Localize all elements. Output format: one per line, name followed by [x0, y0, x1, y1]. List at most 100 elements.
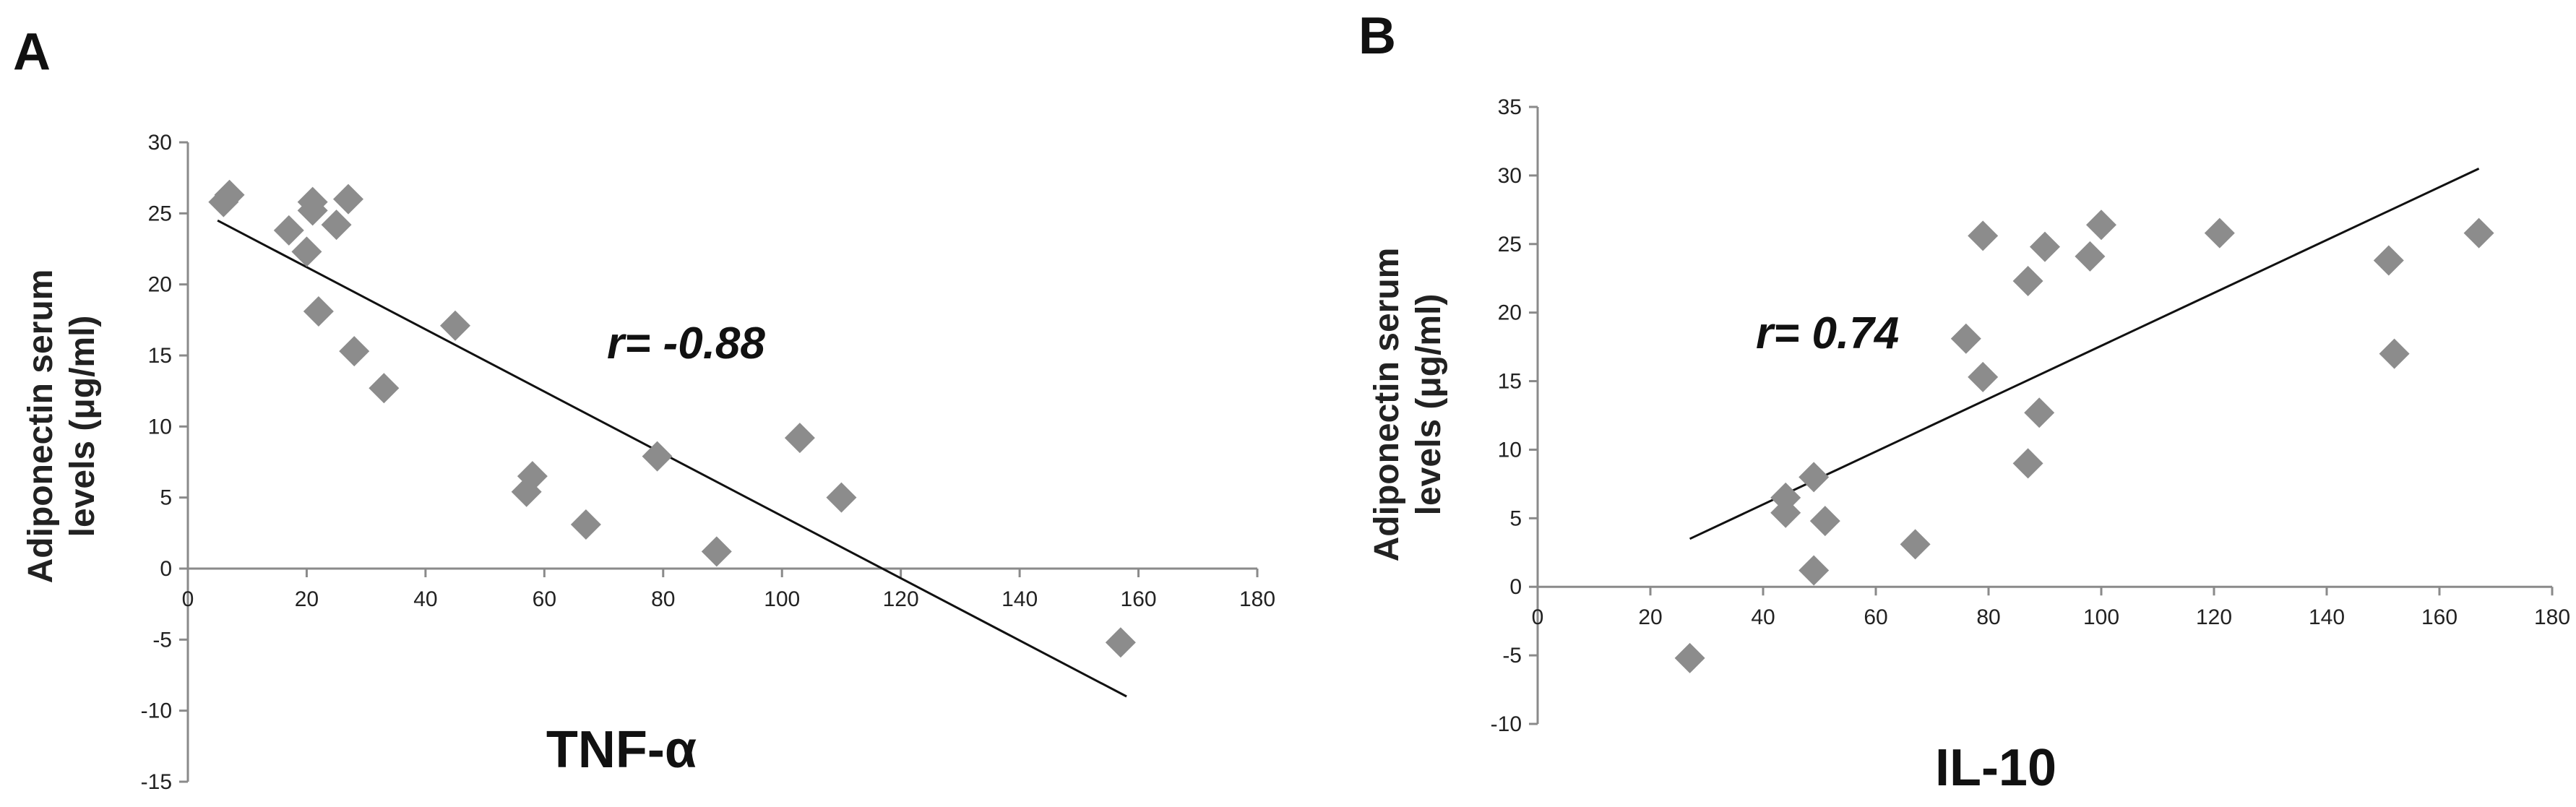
panel-b-data-point — [2204, 217, 2235, 249]
panel-b-y-label-line-2: levels (μg/ml) — [1410, 294, 1448, 516]
panel-b-data-point — [1674, 642, 1705, 673]
panel-b-letter: B — [1358, 7, 1396, 65]
panel-a-data-point — [784, 423, 815, 454]
panel-b-x-tick-label: 100 — [2083, 605, 2119, 629]
panel-a-y-tick-label: -15 — [141, 770, 172, 794]
panel-b-y-tick-label: 0 — [1509, 575, 1522, 599]
panel-a-x-tick-label: 120 — [883, 587, 919, 611]
panel-a-y-tick-label: 30 — [148, 131, 172, 155]
panel-a-y-tick-label: -5 — [152, 628, 172, 652]
panel-b-data-point — [1770, 482, 1801, 513]
panel-b-data-point — [1799, 555, 1830, 586]
panel-a-y-axis-label: Adiponectin serum levels (μg/ml) — [22, 269, 102, 584]
panel-a-x-ticks: 0 20 40 60 80 100 120 140 160 180 — [182, 569, 1275, 611]
panel-a-x-axis-label: TNF-α — [546, 721, 697, 779]
panel-a-y-tick-label: 15 — [148, 344, 172, 368]
panel-a-y-tick-label: 25 — [148, 202, 172, 225]
panel-a-points — [208, 179, 1136, 658]
panel-b-y-tick-label: -10 — [1491, 712, 1522, 736]
panel-b-y-tick-label: 25 — [1498, 233, 1522, 256]
panel-b-x-axis-label: IL-10 — [1935, 739, 2056, 797]
panel-a-x-tick-label: 160 — [1121, 587, 1157, 611]
panel-b-data-point — [2012, 266, 2043, 297]
panel-b-y-tick-label: -5 — [1502, 644, 1522, 668]
panel-a-data-point — [570, 509, 601, 540]
panel-b-data-point — [1968, 361, 1999, 392]
panel-b-points — [1674, 210, 2494, 673]
panel-b-data-point — [1968, 220, 1999, 251]
panel-b-x-tick-label: 140 — [2309, 605, 2345, 629]
panel-a-x-tick-label: 20 — [295, 587, 319, 611]
panel-b-x-tick-label: 0 — [1532, 605, 1544, 629]
panel-a-x-tick-label: 0 — [182, 587, 194, 611]
panel-b-data-point — [1950, 323, 1981, 354]
panel-a-y-label-line-1: Adiponectin serum — [22, 269, 60, 584]
panel-a-data-point — [826, 482, 857, 513]
panel-a-data-point — [642, 441, 673, 472]
panel-a-data-point — [339, 336, 370, 367]
panel-a-data-point — [440, 310, 470, 341]
panel-b-y-label-line-1: Adiponectin serum — [1368, 248, 1406, 562]
panel-a-correlation: r= -0.88 — [607, 319, 765, 368]
panel-b-y-axis-label: Adiponectin serum levels (μg/ml) — [1368, 248, 1448, 562]
panel-a-x-tick-label: 180 — [1239, 587, 1275, 611]
panel-b-x-tick-label: 180 — [2534, 605, 2570, 629]
panel-a-x-tick-label: 100 — [764, 587, 800, 611]
panel-a-y-ticks: 30 25 20 15 10 5 0 -5 -10 -15 — [141, 131, 188, 794]
panel-b-x-tick-label: 120 — [2196, 605, 2232, 629]
panel-b-data-point — [2075, 241, 2106, 272]
panel-b-data-point — [1900, 529, 1931, 560]
panel-b-chart: B Adiponectin serum levels (μg/ml) 35 30 2… — [1358, 7, 2570, 797]
panel-a-x-tick-label: 60 — [533, 587, 556, 611]
panel-a-letter: A — [13, 23, 51, 81]
panel-b-data-point — [2373, 245, 2404, 276]
panel-b-y-tick-label: 5 — [1509, 506, 1522, 530]
panel-a-y-tick-label: 5 — [160, 486, 172, 510]
panel-b-data-point — [2012, 448, 2043, 479]
panel-a-axes — [186, 142, 1257, 782]
panel-b-data-point — [1809, 506, 1840, 537]
panel-a-x-tick-label: 80 — [651, 587, 675, 611]
panel-a-y-tick-label: 0 — [160, 557, 172, 581]
panel-b-y-tick-label: 30 — [1498, 164, 1522, 188]
panel-a-trendline — [217, 219, 1127, 698]
panel-a-data-point — [333, 184, 363, 215]
panel-b-y-tick-label: 20 — [1498, 301, 1522, 325]
panel-b-data-point — [1799, 462, 1830, 493]
panel-a-data-point — [321, 210, 352, 241]
panel-b-x-tick-label: 40 — [1751, 605, 1775, 629]
panel-b-x-tick-label: 80 — [1976, 605, 2000, 629]
panel-b-x-tick-label: 20 — [1638, 605, 1662, 629]
panel-a-x-tick-label: 40 — [413, 587, 437, 611]
panel-a-data-point — [291, 236, 322, 267]
panel-a-y-label-line-2: levels (μg/ml) — [64, 316, 102, 538]
panel-a-data-point — [214, 179, 245, 210]
panel-b-y-tick-label: 35 — [1498, 95, 1522, 119]
panel-a-data-point — [273, 215, 304, 246]
panel-b-data-point — [2030, 231, 2060, 262]
panel-a-data-point — [303, 296, 334, 327]
panel-b-data-point — [2024, 397, 2055, 428]
panel-a-data-point — [701, 536, 732, 567]
panel-a-data-point — [1105, 627, 1136, 658]
panel-a-y-tick-label: -10 — [141, 699, 172, 723]
panel-b-x-tick-label: 60 — [1864, 605, 1887, 629]
panel-b-x-tick-label: 160 — [2421, 605, 2457, 629]
panel-a-data-point — [517, 461, 548, 492]
panel-a-x-tick-label: 140 — [1001, 587, 1038, 611]
panel-a-data-point — [297, 195, 328, 226]
panel-a-trendline-group — [217, 219, 1127, 698]
panel-b-correlation: r= 0.74 — [1756, 308, 1899, 358]
panel-a-data-point — [369, 373, 400, 404]
panel-a-chart: A Adiponectin serum levels (μg/ml) 30 25 2… — [13, 23, 1275, 794]
panel-b-data-point — [2086, 210, 2116, 241]
panel-b-x-ticks: 0 20 40 60 80 100 120 140 160 180 — [1532, 587, 2570, 629]
panel-a-y-tick-label: 20 — [148, 273, 172, 297]
panel-b-y-tick-label: 10 — [1498, 438, 1522, 462]
panel-b-y-tick-label: 15 — [1498, 370, 1522, 394]
panel-a-y-tick-label: 10 — [148, 415, 172, 439]
panel-b-axes — [1536, 107, 2552, 724]
panel-b-data-point — [2463, 217, 2494, 249]
panel-b-y-ticks: 35 30 25 20 15 10 5 0 -5 -10 — [1491, 95, 1538, 736]
